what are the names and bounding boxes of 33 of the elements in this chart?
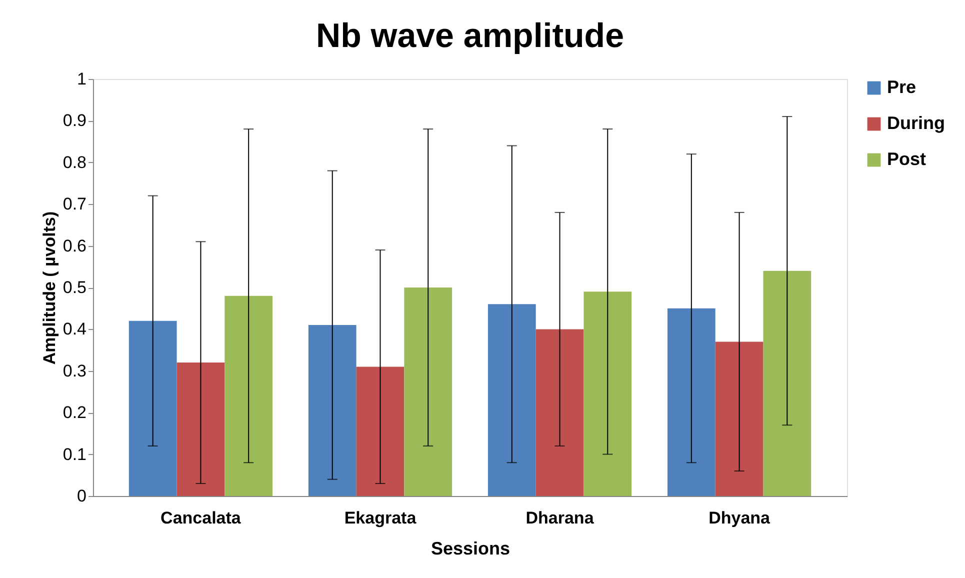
y-tick-label: 0 <box>77 486 86 506</box>
y-tick-label: 0.7 <box>62 194 86 214</box>
legend-label: Pre <box>887 77 916 97</box>
bar <box>356 366 404 496</box>
y-tick-label: 0.4 <box>62 320 86 339</box>
bar <box>224 296 273 496</box>
legend-label: Post <box>887 149 926 169</box>
y-tick-label: 0.6 <box>62 236 86 256</box>
y-axis-title: Amplitude ( µvolts) <box>40 211 59 365</box>
y-tick-label: 0.2 <box>62 403 86 422</box>
bar <box>536 329 584 496</box>
bar <box>128 320 177 496</box>
bar <box>715 342 764 496</box>
y-tick-label: 0.1 <box>62 444 86 464</box>
x-tick-label: Ekagrata <box>344 508 417 528</box>
bar <box>667 308 716 496</box>
y-tick-label: 0.9 <box>62 111 86 130</box>
bar <box>404 288 452 496</box>
x-tick-label: Cancalata <box>160 508 242 528</box>
legend-label: During <box>887 113 945 133</box>
y-tick-label: 0.3 <box>62 361 86 380</box>
chart-title: Nb wave amplitude <box>316 17 624 55</box>
bar <box>763 270 812 496</box>
y-tick-label: 0.8 <box>62 152 86 172</box>
x-axis-title: Sessions <box>430 538 510 558</box>
x-tick-label: Dhyana <box>708 508 771 528</box>
bar <box>584 292 632 496</box>
bar <box>488 304 536 496</box>
x-tick-label: Dharana <box>526 508 594 528</box>
y-tick-label: 0.5 <box>62 278 86 297</box>
bar <box>308 325 356 496</box>
y-tick-label: 1 <box>77 70 86 88</box>
bar <box>176 362 225 496</box>
